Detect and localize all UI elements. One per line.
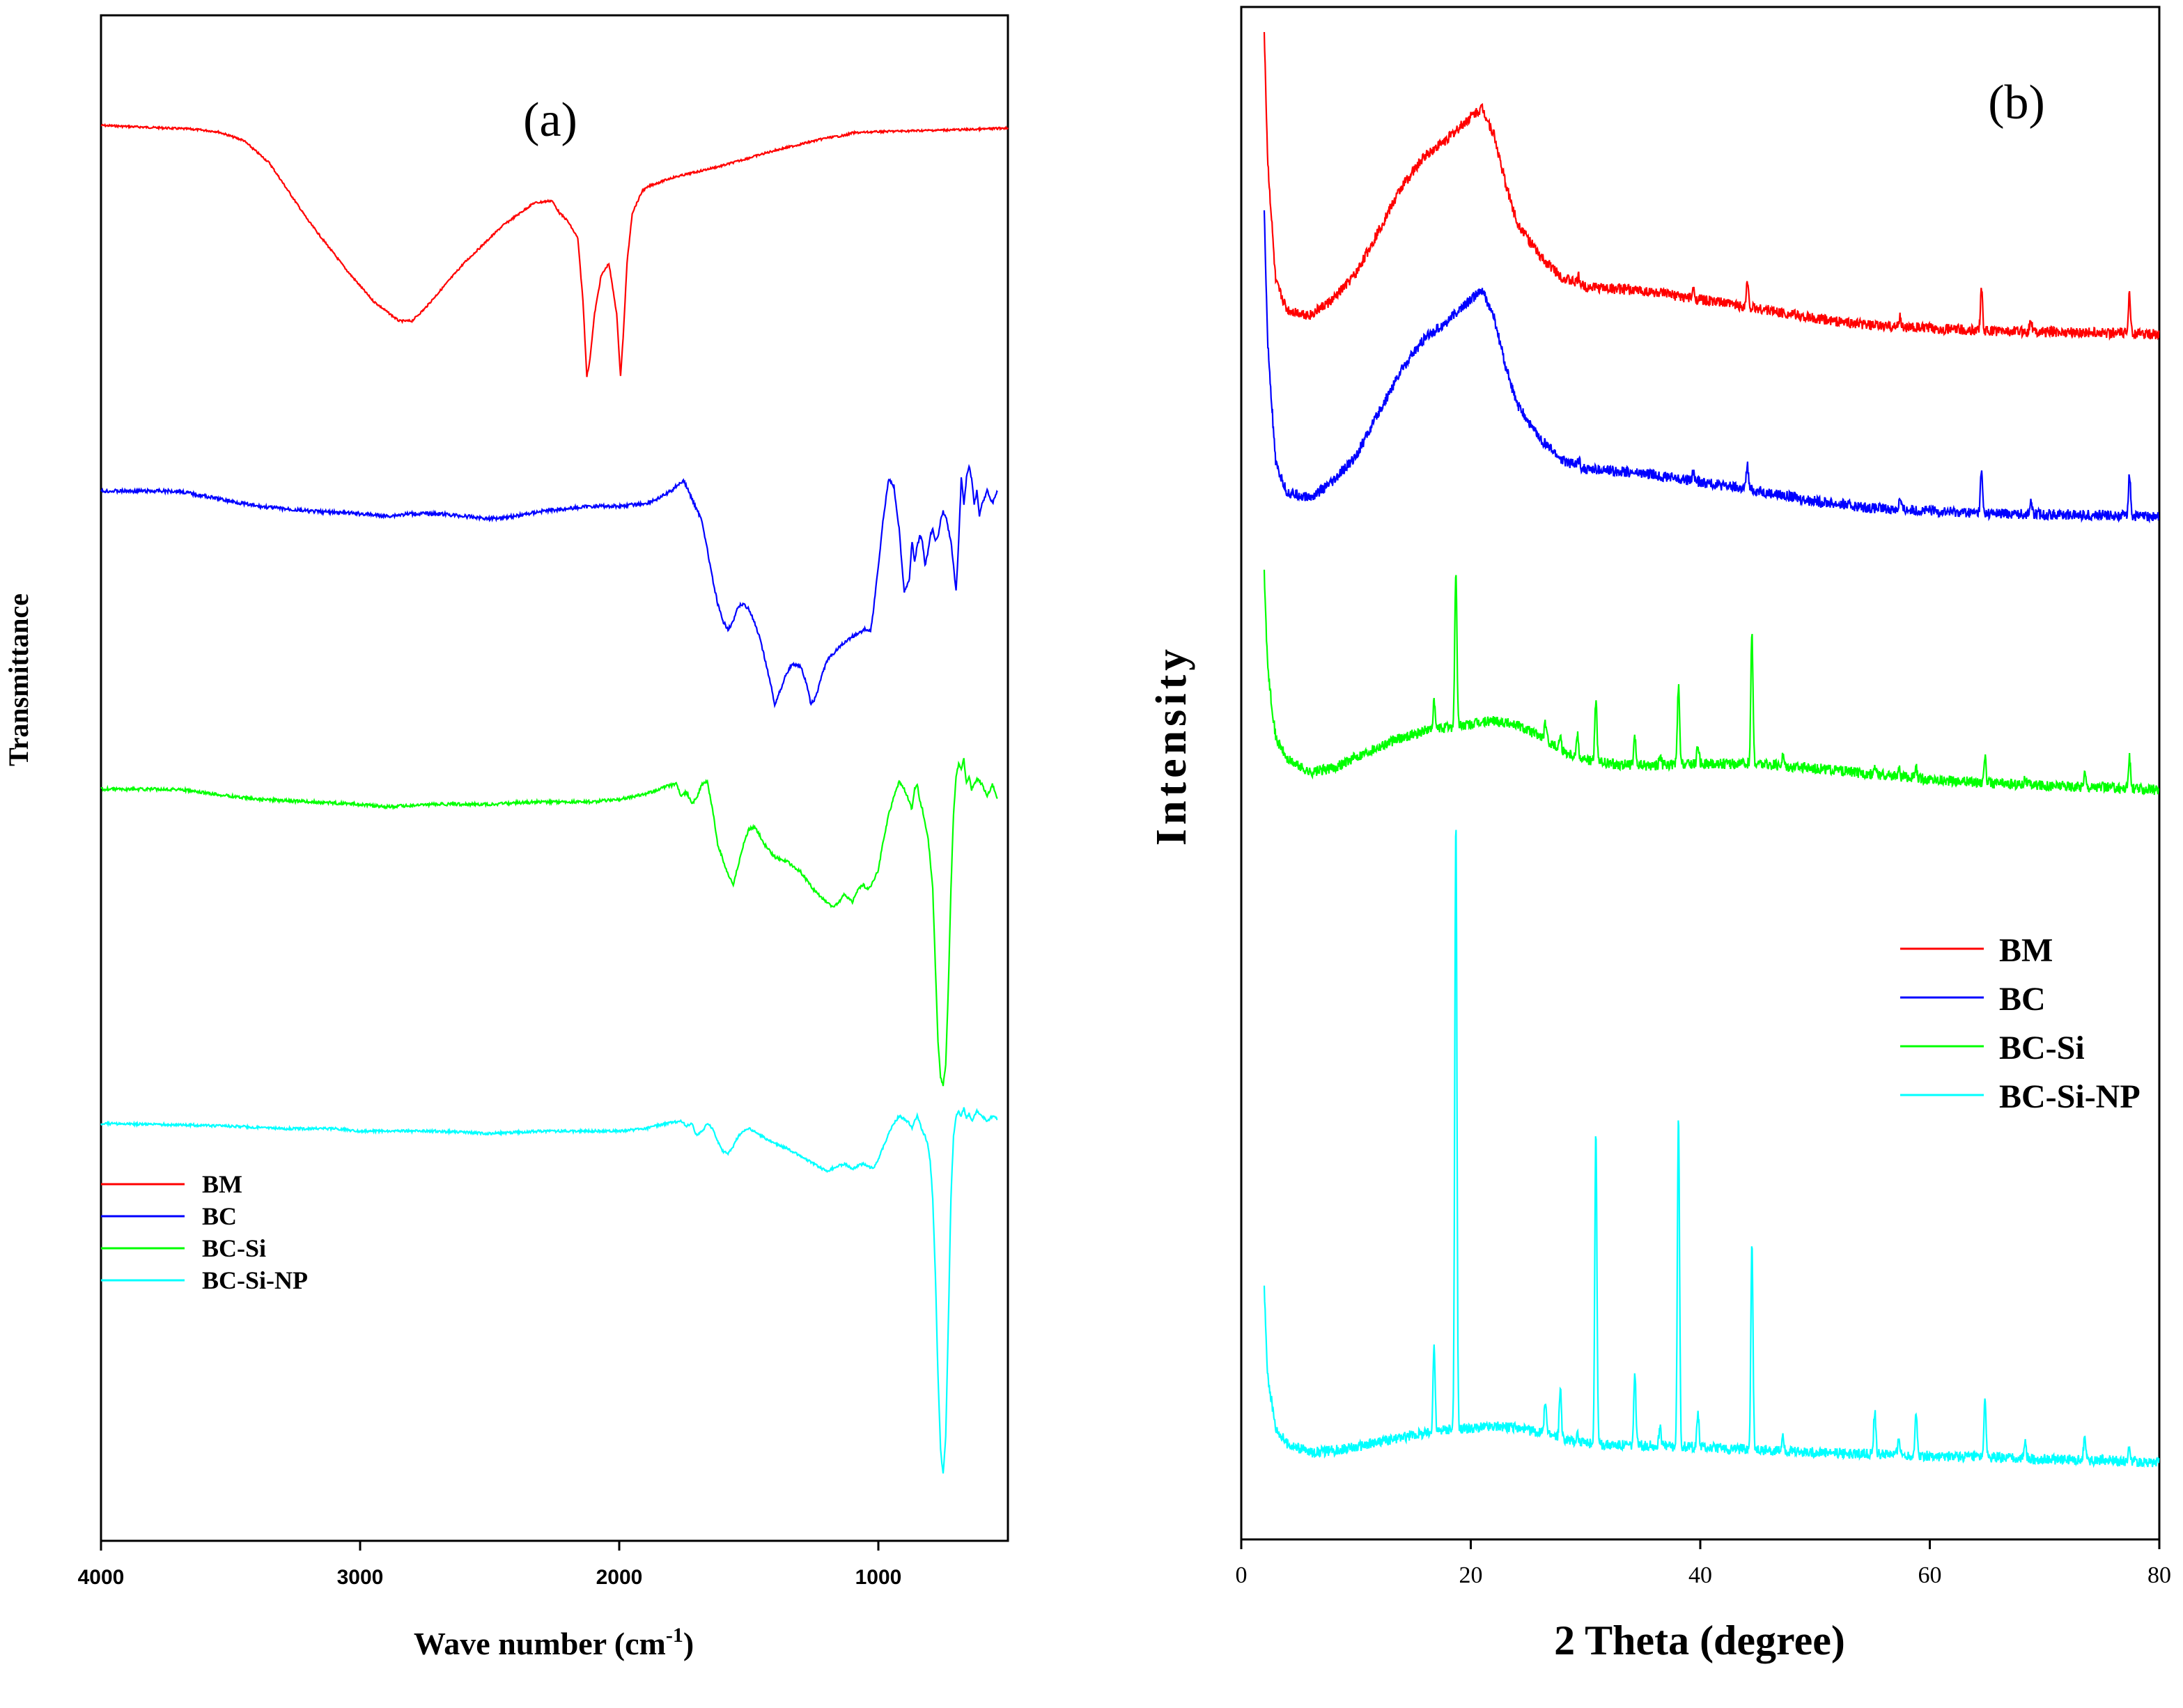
x-tick-label-b-60: 60 (1918, 1562, 1942, 1588)
panel-b: 0 20 40 60 80 (b) Intensity 2 Theta (degree)… (1148, 6, 2171, 1663)
x-label-a-main: Wave number (cm (414, 1626, 666, 1661)
legend-b-label-bc-si: BC-Si (1999, 1030, 2085, 1066)
panel-a-series-group (100, 123, 1009, 1474)
legend-b-label-bc-si-np: BC-Si-NP (1999, 1078, 2141, 1115)
panel-a-x-ticks: 4000 3000 2000 1000 (78, 1541, 902, 1589)
panel-b-x-axis-label: 2 Theta (degree) (1554, 1617, 1845, 1663)
legend-a-label-bc-si-np: BC-Si-NP (202, 1266, 308, 1294)
panel-b-plot-frame (1240, 6, 2161, 1541)
panel-b-title: (b) (1988, 76, 2045, 130)
series-b-bc-si-np (1263, 830, 2160, 1468)
legend-a-label-bc: BC (202, 1202, 237, 1230)
x-label-a-sup: -1 (666, 1624, 683, 1647)
panel-b-x-ticks: 0 20 40 60 80 (1236, 1539, 2171, 1588)
panel-a-x-axis-label: Wave number (cm-1) (414, 1624, 694, 1661)
x-tick-label-a-2000: 2000 (596, 1566, 643, 1589)
panel-b-series-group (1263, 31, 2160, 1468)
x-tick-label-a-4000: 4000 (78, 1566, 125, 1589)
series-b-bm (1263, 31, 2160, 341)
x-tick-label-b-0: 0 (1236, 1562, 1248, 1588)
panel-b-y-axis-label: Intensity (1148, 645, 1195, 846)
legend-a-label-bm: BM (202, 1170, 242, 1198)
panel-a-plot-frame (100, 14, 1009, 1542)
panel-b-legend: BM BC BC-Si BC-Si-NP (1900, 932, 2141, 1115)
legend-b-label-bc: BC (1999, 981, 2046, 1018)
legend-a-label-bc-si: BC-Si (202, 1234, 266, 1262)
series-a-bc-si-np (100, 1107, 998, 1474)
series-b-bc-si (1263, 569, 2159, 795)
x-tick-label-a-1000: 1000 (855, 1566, 902, 1589)
x-tick-label-b-80: 80 (2147, 1562, 2171, 1588)
x-label-a-close: ) (683, 1626, 694, 1661)
x-tick-label-b-40: 40 (1688, 1562, 1712, 1588)
x-tick-label-a-3000: 3000 (337, 1566, 384, 1589)
series-a-bm (100, 123, 1009, 378)
series-b-bc (1263, 210, 2160, 524)
panel-a-y-axis-label: Transmittance (3, 593, 34, 766)
x-tick-label-b-20: 20 (1459, 1562, 1483, 1588)
panel-a: 4000 3000 2000 1000 (a) Transmittance Wave … (3, 14, 1009, 1661)
series-a-bc-si (100, 758, 998, 1087)
legend-b-label-bm: BM (1999, 932, 2053, 969)
panel-a-title: (a) (523, 93, 577, 147)
series-a-bc (100, 464, 998, 708)
panel-a-legend: BM BC BC-Si BC-Si-NP (101, 1170, 308, 1294)
